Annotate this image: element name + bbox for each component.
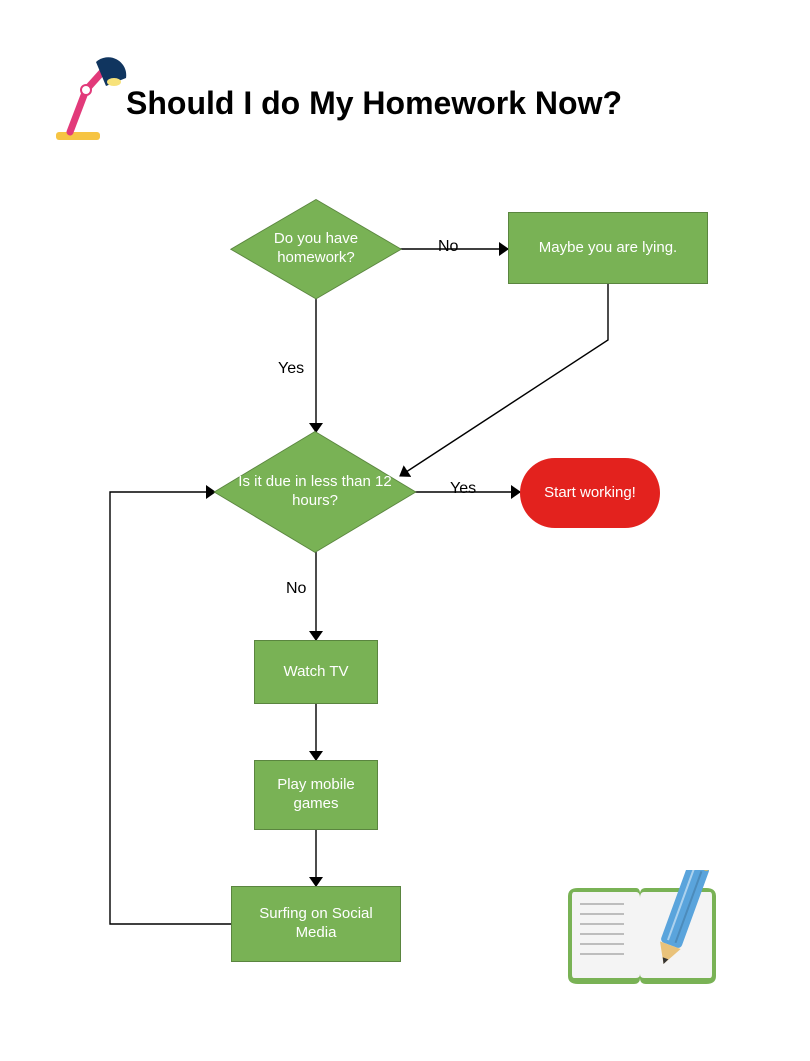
decision-label-q1: Do you have homework?	[232, 200, 400, 298]
decision-q1: Do you have homework?	[232, 200, 400, 298]
process-tv: Watch TV	[254, 640, 378, 704]
decision-q2: Is it due in less than 12 hours?	[215, 432, 415, 552]
edge-lying-q2	[400, 284, 608, 476]
process-social: Surfing on Social Media	[231, 886, 401, 962]
page-title: Should I do My Homework Now?	[126, 85, 622, 122]
decision-label-q2: Is it due in less than 12 hours?	[215, 432, 415, 552]
edge-label-q2-start: Yes	[450, 480, 476, 498]
process-lying: Maybe you are lying.	[508, 212, 708, 284]
book-pencil-icon	[560, 870, 750, 1020]
edge-social-q2	[110, 492, 231, 924]
process-games: Play mobile games	[254, 760, 378, 830]
terminator-start: Start working!	[520, 458, 660, 528]
edge-label-q2-tv: No	[286, 580, 306, 598]
edge-label-q1-q2: Yes	[278, 360, 304, 378]
edge-label-q1-lying: No	[438, 238, 458, 256]
lamp-icon	[48, 56, 138, 146]
